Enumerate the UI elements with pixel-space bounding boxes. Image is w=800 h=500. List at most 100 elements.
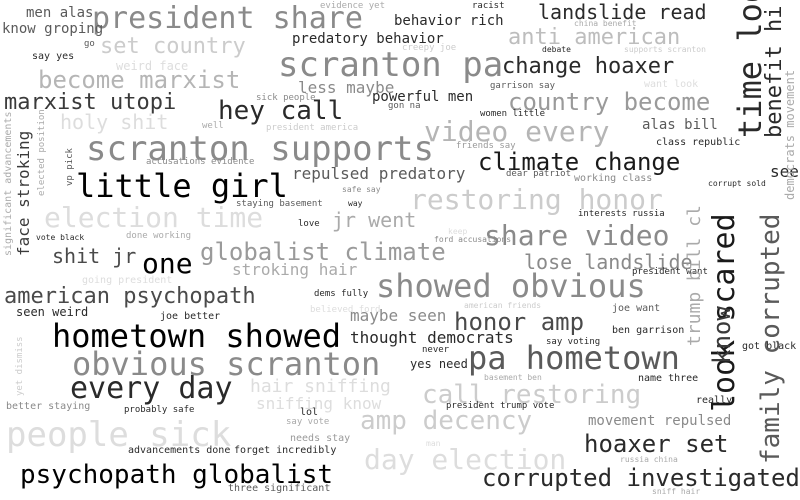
cloud-word: racist: [472, 1, 505, 11]
cloud-word: advancements done: [128, 445, 231, 456]
cloud-word: way: [348, 199, 363, 208]
cloud-word: sniff hair: [652, 487, 701, 496]
cloud-word: man: [426, 439, 441, 448]
cloud-word: yes need: [410, 357, 468, 371]
cloud-word: american psychopath: [4, 284, 256, 309]
cloud-word: men alas: [26, 5, 94, 21]
cloud-word: better staying: [6, 401, 91, 412]
cloud-word: say voting: [546, 337, 601, 347]
cloud-word: election time: [44, 201, 264, 234]
cloud-word: president share: [92, 1, 363, 36]
cloud-word: marxist utopi: [4, 90, 177, 115]
cloud-word: day election: [364, 443, 567, 476]
cloud-word: well: [202, 121, 224, 131]
cloud-word: lose landslide: [524, 250, 693, 274]
cloud-word: forget incredibly: [234, 445, 337, 456]
cloud-word: accusations evidence: [146, 157, 255, 167]
cloud-word: holy shit: [60, 110, 169, 134]
cloud-word: go: [84, 39, 95, 49]
cloud-word: lol: [300, 407, 319, 418]
cloud-word: president want: [632, 267, 708, 277]
cloud-word: corrupt sold: [708, 179, 766, 188]
cloud-word: supports scranton: [624, 45, 706, 54]
cloud-word: yet dismiss: [15, 336, 25, 396]
cloud-word: see: [770, 162, 799, 181]
cloud-word: believed ford: [310, 305, 381, 315]
cloud-word: movement repulsed: [588, 413, 732, 429]
cloud-word: weird face: [116, 59, 189, 73]
cloud-word: thought democrats: [350, 328, 514, 347]
cloud-word: corrupted investigated: [482, 464, 800, 492]
cloud-word: restoring honor: [410, 183, 663, 216]
cloud-word: working class: [574, 173, 653, 184]
cloud-word: american friends: [464, 301, 542, 310]
cloud-word: shit jr: [52, 244, 137, 268]
cloud-word: pa hometown: [468, 339, 680, 377]
cloud-word: globalist climate: [200, 238, 446, 266]
cloud-word: obvious scranton: [72, 345, 381, 383]
cloud-word: one: [142, 247, 193, 280]
cloud-word: probably safe: [124, 405, 195, 415]
cloud-word: done working: [126, 231, 192, 241]
cloud-word: keep: [448, 227, 468, 236]
cloud-word: ben garrison: [612, 325, 685, 336]
cloud-word: trump bill cl: [684, 205, 705, 346]
cloud-word: face stroking: [14, 130, 33, 256]
cloud-word: basement ben: [484, 373, 542, 382]
cloud-word: interests russia: [578, 209, 665, 219]
cloud-word: country become: [508, 88, 711, 116]
cloud-word: ford accusations: [434, 235, 512, 244]
cloud-word: predatory behavior: [292, 31, 444, 47]
cloud-word: name three: [638, 373, 699, 384]
cloud-word: family corrupted: [756, 213, 786, 464]
cloud-word: powerful men: [372, 89, 474, 105]
cloud-word: change hoaxer: [502, 54, 675, 79]
cloud-word: seen weird: [16, 305, 89, 319]
cloud-word: dems fully: [314, 289, 369, 299]
cloud-word: want look: [644, 79, 699, 90]
cloud-word: call restoring: [422, 380, 642, 410]
cloud-word: every day: [70, 371, 233, 406]
cloud-word: repulsed predatory: [292, 164, 466, 183]
cloud-word: evidence yet: [320, 1, 386, 11]
cloud-word: sick people: [256, 93, 316, 103]
cloud-word: share video: [484, 219, 670, 252]
cloud-word: hair sniffing: [250, 376, 391, 397]
cloud-word: honor amp: [454, 308, 585, 336]
cloud-word: hometown showed: [52, 317, 341, 355]
cloud-word: china benefit: [574, 19, 637, 28]
cloud-word: stroking hair: [232, 260, 358, 279]
cloud-word: people sick: [6, 415, 232, 455]
cloud-word: know: [708, 306, 736, 364]
cloud-word: vp pick: [65, 148, 75, 186]
cloud-word: democrats movement: [783, 69, 797, 200]
cloud-word: debate: [542, 45, 571, 54]
cloud-word: never: [422, 345, 450, 355]
cloud-word: amp decency: [360, 406, 533, 436]
cloud-word: sniffing know: [256, 394, 382, 413]
cloud-word: hoaxer set: [584, 430, 729, 458]
cloud-word: president trump vote: [446, 401, 555, 411]
cloud-word: elected position: [37, 109, 47, 196]
cloud-word: love: [298, 219, 320, 229]
cloud-word: video every: [424, 115, 610, 148]
cloud-word: climate change: [478, 148, 681, 176]
cloud-word: maybe seen: [350, 306, 447, 325]
cloud-word: vote black: [36, 233, 85, 242]
cloud-word: creepy joe: [402, 43, 457, 53]
cloud-word: hey call: [218, 96, 344, 126]
cloud-word: behavior rich: [394, 13, 504, 29]
cloud-word: know groping: [2, 21, 104, 37]
cloud-word: set country: [100, 34, 246, 59]
cloud-word: showed obvious: [376, 267, 646, 305]
cloud-word: become marxist: [38, 66, 241, 94]
cloud-word: three significant: [228, 483, 331, 494]
cloud-word: little girl: [76, 167, 288, 205]
cloud-word: got black: [742, 341, 797, 352]
cloud-word: say yes: [32, 51, 75, 62]
cloud-word: less maybe: [298, 78, 395, 97]
cloud-word: going president: [82, 275, 173, 286]
cloud-word: anti american: [508, 25, 681, 50]
cloud-word: joe better: [160, 311, 221, 322]
